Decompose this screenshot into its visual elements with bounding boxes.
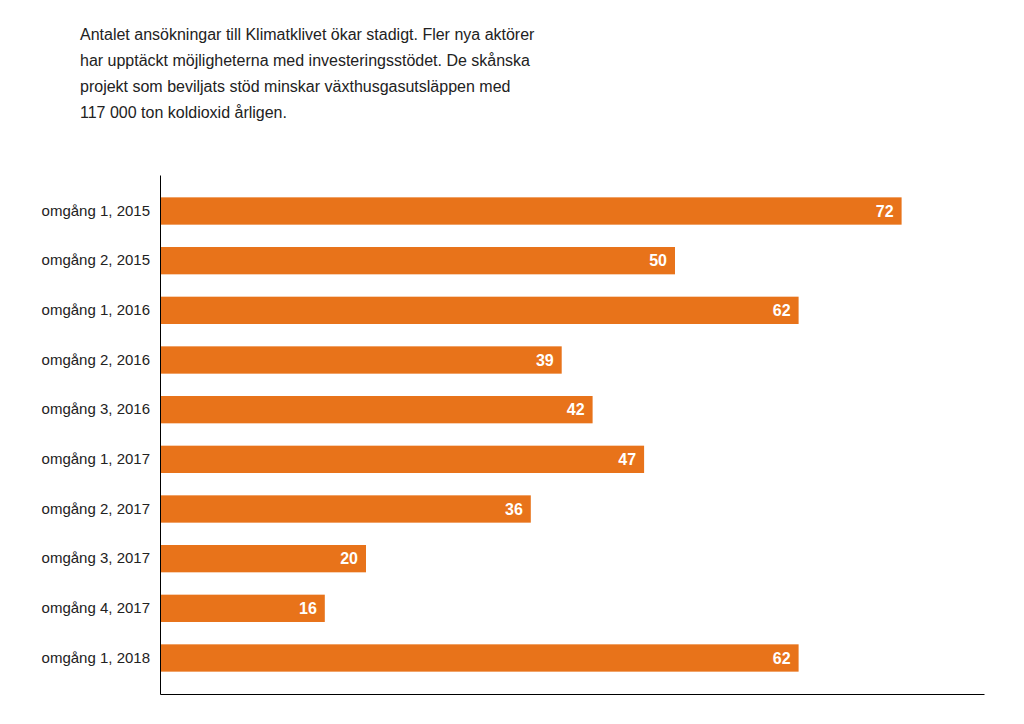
data-label: 42	[567, 401, 585, 418]
chart: Antalet ansökningar till Klimatklivet ök…	[0, 0, 1024, 724]
bar	[160, 346, 562, 373]
y-tick: omgång 3, 2016	[42, 400, 160, 417]
bar	[160, 446, 644, 473]
x-axis	[161, 694, 985, 695]
title: Antalet ansökningar till Klimatklivet ök…	[80, 26, 535, 121]
data-label: 62	[773, 650, 791, 667]
data-label: 16	[299, 600, 317, 617]
data-label: 50	[649, 252, 667, 269]
data-label: 20	[340, 550, 358, 567]
y-tick: omgång 4, 2017	[42, 599, 160, 616]
y-tick-label: omgång 2, 2017	[42, 500, 150, 517]
bar	[160, 396, 593, 423]
y-tick: omgång 2, 2017	[42, 500, 160, 517]
title-line: projekt som beviljats stöd minskar växth…	[80, 78, 510, 95]
y-tick-label: omgång 3, 2016	[42, 400, 150, 417]
data-label: 72	[876, 203, 894, 220]
bar	[160, 595, 325, 622]
title-line: Antalet ansökningar till Klimatklivet ök…	[80, 26, 535, 43]
plot: omgång 1, 2015 omgång 2, 2015 omgång 1, 20…	[42, 176, 985, 695]
bars	[160, 197, 902, 671]
bar	[160, 247, 675, 274]
data-labels: 72 50 62 39 42 47 36 20 16 62	[299, 203, 894, 667]
title-line: 117 000 ton koldioxid årligen.	[80, 104, 287, 121]
data-label: 36	[505, 501, 523, 518]
y-tick: omgång 1, 2017	[42, 450, 160, 467]
y-tick-label: omgång 3, 2017	[42, 549, 150, 566]
bar	[160, 644, 799, 671]
y-tick: omgång 2, 2015	[42, 251, 160, 268]
y-axis: omgång 1, 2015 omgång 2, 2015 omgång 1, 20…	[42, 176, 161, 695]
bar	[160, 197, 902, 224]
y-axis-line	[160, 176, 161, 695]
y-tick: omgång 1, 2016	[42, 301, 160, 318]
x-axis-line	[161, 694, 985, 695]
y-tick: omgång 1, 2018	[42, 649, 160, 666]
y-tick: omgång 1, 2015	[42, 202, 160, 219]
data-label: 47	[618, 451, 636, 468]
bar	[160, 495, 531, 522]
y-tick-label: omgång 1, 2017	[42, 450, 150, 467]
y-tick: omgång 2, 2016	[42, 351, 160, 368]
y-tick-label: omgång 1, 2016	[42, 301, 150, 318]
title-line: har upptäckt möjligheterna med investeri…	[80, 52, 530, 69]
y-tick-label: omgång 1, 2015	[42, 202, 150, 219]
data-label: 62	[773, 302, 791, 319]
y-tick-label: omgång 1, 2018	[42, 649, 150, 666]
y-tick-label: omgång 2, 2016	[42, 351, 150, 368]
y-tick: omgång 3, 2017	[42, 549, 160, 566]
bar	[160, 545, 366, 572]
y-tick-label: omgång 4, 2017	[42, 599, 150, 616]
y-tick-label: omgång 2, 2015	[42, 251, 150, 268]
bar	[160, 297, 799, 324]
data-label: 39	[536, 352, 554, 369]
